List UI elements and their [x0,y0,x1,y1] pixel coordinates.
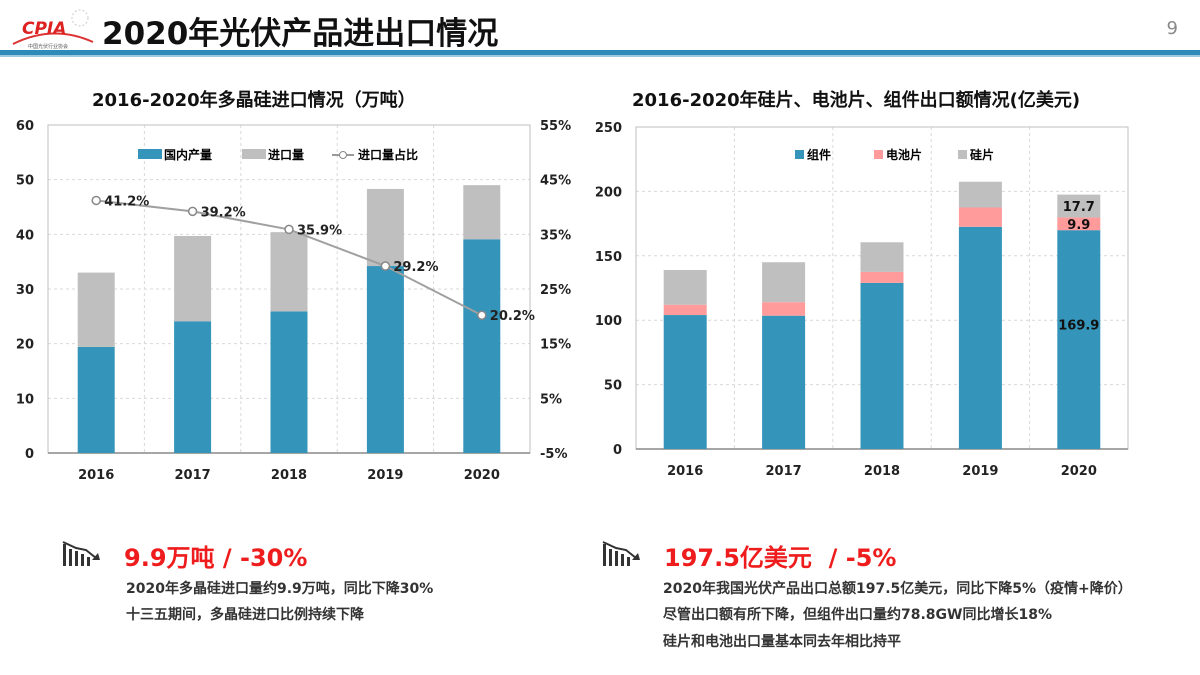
bar-进口量 [77,272,115,347]
cpia-logo: CPIA 中国光伏行业协会 [12,9,94,50]
x-tick-label: 2018 [271,468,307,483]
data-label: 20.2% [490,309,535,324]
y-tick-label: 100 [595,314,622,329]
y2-tick-label: 15% [540,338,571,353]
x-tick-label: 2019 [367,468,403,483]
bar-国内产量 [463,239,501,453]
bar-电池片 [1057,217,1101,231]
bar-电池片 [663,304,707,316]
legend-label: 进口量占比 [358,147,418,162]
y2-tick-label: -5% [540,447,567,462]
bar-组件 [663,315,707,449]
summary-left-headline: 9.9万吨 / -30% [124,544,308,572]
chart-title-left: 2016-2020年多晶硅进口情况（万吨） [92,90,416,111]
y-tick-label: 40 [16,228,34,243]
legend-label: 组件 [807,147,831,162]
y-tick-label: 150 [595,250,622,265]
x-tick-label: 2016 [78,468,114,483]
bar-组件 [860,282,904,449]
bar-组件 [1057,230,1101,449]
legend-swatch [795,150,804,159]
y2-tick-label: 35% [540,228,571,243]
legend-swatch [138,149,162,159]
slide-title: 2020年光伏产品进出口情况 [102,16,499,52]
y-tick-label: 50 [16,174,34,189]
bar-电池片 [762,302,806,316]
y2-tick-label: 25% [540,283,571,298]
x-tick-label: 2017 [175,468,211,483]
bar-硅片 [663,269,707,305]
bar-硅片 [1057,194,1101,218]
line-point [477,310,487,320]
legend-label: 硅片 [970,147,994,162]
y-tick-label: 60 [16,119,34,134]
summary-left-line: 十三五期间，多晶硅进口比例持续下降 [126,607,364,623]
x-tick-label: 2020 [464,468,500,483]
bar-硅片 [958,181,1002,208]
export-value-chart: 0 50 100 150 200 250 2016 2017 2018 2019 2020 169.9… [595,121,1129,479]
y-tick-label: 30 [16,283,34,298]
bar-国内产量 [174,321,212,453]
y-tick-label: 20 [16,338,34,353]
line-point [187,206,198,217]
chart-title-right: 2016-2020年硅片、电池片、组件出口额情况(亿美元) [632,90,1081,111]
legend-label: 国内产量 [164,147,212,162]
y-tick-label: 10 [16,392,34,407]
y-tick-label: 0 [613,443,622,458]
bar-进口量 [174,235,212,322]
y-tick-label: 0 [25,447,34,462]
bar-电池片 [860,271,904,283]
y2-tick-label: 55% [540,119,571,134]
bar-硅片 [762,262,806,303]
bar-组件 [958,226,1002,449]
data-label: 169.9 [1058,318,1099,333]
x-tick-label: 2017 [766,464,802,479]
summary-left-line: 2020年多晶硅进口量约9.9万吨，同比下降30% [126,581,434,597]
legend-label: 进口量 [268,147,304,162]
legend-swatch [958,150,967,159]
summary-right-line: 尽管出口额有所下降，但组件出口量约78.8GW同比增长18% [663,607,1052,623]
polysilicon-import-chart: 0 10 20 30 40 50 60 2016 2017 2018 2019 2020 -5% 5% 15… [16,119,571,483]
svg-text:中国光伏行业协会: 中国光伏行业协会 [28,43,68,50]
data-label: 29.2% [393,260,438,275]
line-point [91,195,101,206]
bar-国内产量 [366,266,404,453]
summary-right-line: 2020年我国光伏产品出口总额197.5亿美元，同比下降5%（疫情+降价） [663,581,1132,597]
declining-bar-chart-icon [602,541,640,566]
bar-进口量 [366,188,404,267]
bar-进口量 [270,232,308,312]
x-tick-label: 2018 [864,464,900,479]
y-tick-label: 250 [595,121,622,136]
data-label: 35.9% [297,223,342,238]
bar-进口量 [463,185,501,240]
legend-swatch [242,149,266,159]
declining-bar-chart-icon [62,541,100,566]
page-number: 9 [1166,18,1178,39]
data-label: 41.2% [104,194,149,209]
summary-right-headline: 197.5亿美元 / -5% [664,544,897,572]
x-tick-label: 2020 [1061,464,1097,479]
y2-tick-label: 45% [540,174,571,189]
summary-right-line: 硅片和电池出口量基本同去年相比持平 [663,634,901,650]
y-tick-label: 50 [604,379,622,394]
data-label: 9.9 [1067,218,1090,233]
legend-label: 电池片 [886,147,922,162]
data-label: 17.7 [1063,200,1095,215]
data-label: 39.2% [201,205,246,220]
svg-text:CPIA: CPIA [22,19,66,39]
bar-国内产量 [77,346,115,453]
bar-电池片 [958,207,1002,227]
legend-marker [339,151,347,159]
legend-swatch [874,150,883,159]
bar-组件 [762,315,806,449]
bar-国内产量 [270,311,308,453]
line-point [284,224,294,235]
bar-硅片 [860,242,904,272]
x-tick-label: 2016 [667,464,703,479]
title-divider [0,50,1200,57]
x-tick-label: 2019 [962,464,998,479]
y-tick-label: 200 [595,185,622,200]
y2-tick-label: 5% [540,392,562,407]
line-point [380,261,391,271]
